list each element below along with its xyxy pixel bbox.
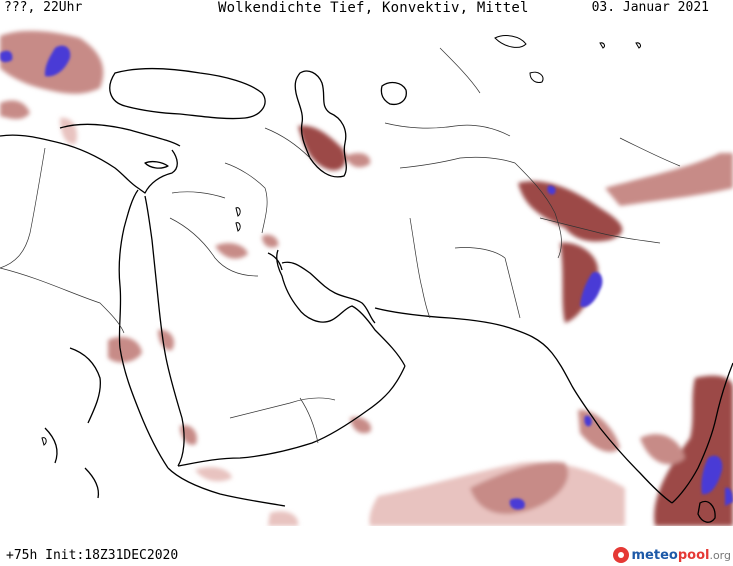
valid-date: 03. Januar 2021 (591, 0, 709, 15)
cloud-density-map (0, 30, 733, 526)
dense-cloud-cores (0, 45, 733, 510)
coastlines (0, 67, 733, 523)
meteopool-logo[interactable]: meteopool.org (612, 545, 732, 565)
logo-text: meteopool.org (631, 547, 732, 563)
lakes-islands (41, 35, 641, 446)
borders (0, 47, 681, 444)
map-title: Wolkendichte Tief, Konvektiv, Mittel (218, 0, 529, 16)
cloud-cover-layer (0, 30, 733, 526)
model-run-info: +75h Init:18Z31DEC2020 (6, 548, 179, 563)
logo-globe-icon (612, 547, 629, 563)
run-time-label: ???, 22Uhr (4, 0, 83, 15)
